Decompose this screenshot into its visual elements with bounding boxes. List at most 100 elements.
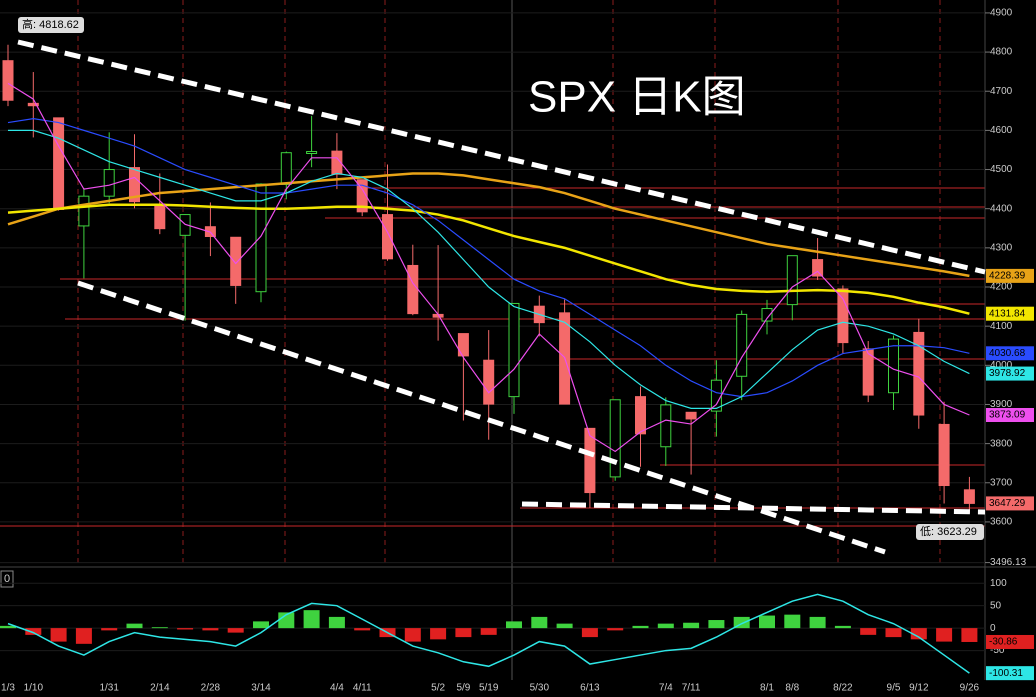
high-box [18, 17, 84, 33]
candle-body [129, 167, 140, 203]
last-value-label: 4228.39 [989, 271, 1026, 282]
macd-histogram-bar [531, 616, 548, 629]
y-tick-label: 4400 [990, 203, 1013, 214]
macd-tick-label: 100 [990, 578, 1007, 589]
candle-body [812, 259, 824, 277]
last-value-box [986, 306, 1034, 321]
macd-histogram-bar [936, 628, 953, 642]
x-tick-label: 5/19 [479, 683, 499, 694]
last-value-label: 4030.68 [989, 348, 1026, 359]
y-tick-label: 3800 [990, 438, 1013, 449]
candle-body [483, 359, 495, 405]
macd-histogram-bar [759, 615, 775, 629]
macd-histogram-bar [75, 628, 92, 644]
macd-tick-label: -50 [990, 645, 1005, 656]
candle-body [736, 313, 748, 377]
y-tick-label: 4800 [990, 47, 1013, 58]
macd-last-box [986, 666, 1034, 681]
macd-histogram-bar [227, 628, 244, 633]
x-tick-label: 5/9 [456, 683, 470, 694]
y-tick-label: 3600 [990, 517, 1013, 528]
x-tick-label: 9/26 [960, 683, 980, 694]
x-tick-label: 4/4 [330, 683, 344, 694]
candle-body [2, 60, 14, 101]
macd-histogram-bar [556, 623, 573, 629]
macd-histogram-bar [885, 628, 902, 638]
x-tick-label: 2/14 [150, 683, 170, 694]
macd-histogram-bar [733, 616, 750, 629]
chart-title: SPX 日K图 [528, 73, 746, 122]
candle-body [888, 338, 899, 394]
last-value-label: 3873.09 [989, 410, 1026, 421]
macd-histogram-bar [607, 628, 624, 631]
candle-body [786, 255, 798, 306]
last-value-box [986, 366, 1034, 381]
x-tick-label: 7/11 [682, 683, 701, 694]
y-tick-label: 3496.13 [990, 557, 1027, 568]
macd-histogram-bar [455, 628, 472, 638]
candle-body [660, 404, 672, 448]
x-tick-label: 8/8 [785, 683, 799, 694]
low-label: 低: 3623.29 [920, 525, 977, 538]
macd-histogram-bar [328, 616, 345, 629]
trend-lines [17, 39, 986, 555]
candle-body [862, 348, 874, 396]
candle-body [78, 195, 90, 227]
macd-histogram-bar [0, 625, 16, 629]
macd-tick-label: 50 [990, 600, 1002, 611]
y-tick-label: 3700 [990, 477, 1013, 488]
macd-histogram-bar [683, 622, 700, 629]
macd-histogram-bar [961, 628, 978, 642]
moving-average-line [7, 203, 970, 315]
macd-histogram-bar [50, 628, 67, 642]
candle-body [356, 179, 368, 213]
x-tick-label: 8/1 [760, 683, 774, 694]
macd-histogram-bar [25, 628, 42, 635]
candle-body [27, 102, 39, 107]
y-tick-label: 4700 [990, 86, 1013, 97]
macd-histogram-bar [253, 621, 269, 629]
x-tick-label: 7/4 [659, 683, 673, 694]
macd-histogram-bar [860, 628, 877, 635]
low-box [916, 524, 984, 540]
candle-body [230, 236, 242, 286]
candle-body [609, 399, 621, 478]
candle-body [913, 331, 925, 416]
y-tick-label: 4500 [990, 164, 1013, 175]
last-value-label: 3978.92 [989, 368, 1026, 379]
y-tick-label: 4600 [990, 125, 1013, 136]
candle-body [837, 288, 849, 344]
candle-body [761, 308, 773, 322]
x-tick-label: 5/2 [431, 683, 445, 694]
x-tick-label: 8/22 [833, 683, 853, 694]
y-tick-label: 4000 [990, 360, 1013, 371]
macd-histogram-bar [303, 610, 320, 629]
x-tick-label: 3/14 [251, 683, 271, 694]
x-tick-label: 1/3 [1, 683, 15, 694]
high-label: 高: 4818.62 [22, 17, 79, 31]
x-tick-label: 1/31 [99, 683, 119, 694]
macd-histogram-bar [581, 628, 598, 638]
x-tick-label: 4/11 [353, 683, 372, 694]
macd-histogram-bar [480, 628, 497, 635]
x-tick-label: 2/28 [201, 683, 221, 694]
candle-body [280, 152, 292, 185]
macd-histogram-bar [177, 628, 194, 630]
level-lines [0, 187, 985, 527]
macd-histogram-bar [506, 621, 522, 629]
macd-histogram-bar [834, 625, 851, 629]
last-value-label: 3647.29 [989, 498, 1026, 509]
macd-histogram-bar [784, 614, 801, 629]
x-tick-label: 6/13 [580, 683, 600, 694]
last-value-box [986, 496, 1034, 511]
macd-histogram-bar [657, 623, 674, 629]
macd-panel-label: 0 [4, 573, 10, 585]
macd-histogram-bar [278, 612, 295, 629]
macd-histogram-bar [708, 620, 725, 629]
macd-histogram-bar [354, 628, 371, 631]
last-value-box [986, 268, 1034, 283]
candle-body [154, 203, 166, 230]
candle-body [938, 423, 950, 487]
macd-last-label: -100.31 [989, 668, 1023, 679]
